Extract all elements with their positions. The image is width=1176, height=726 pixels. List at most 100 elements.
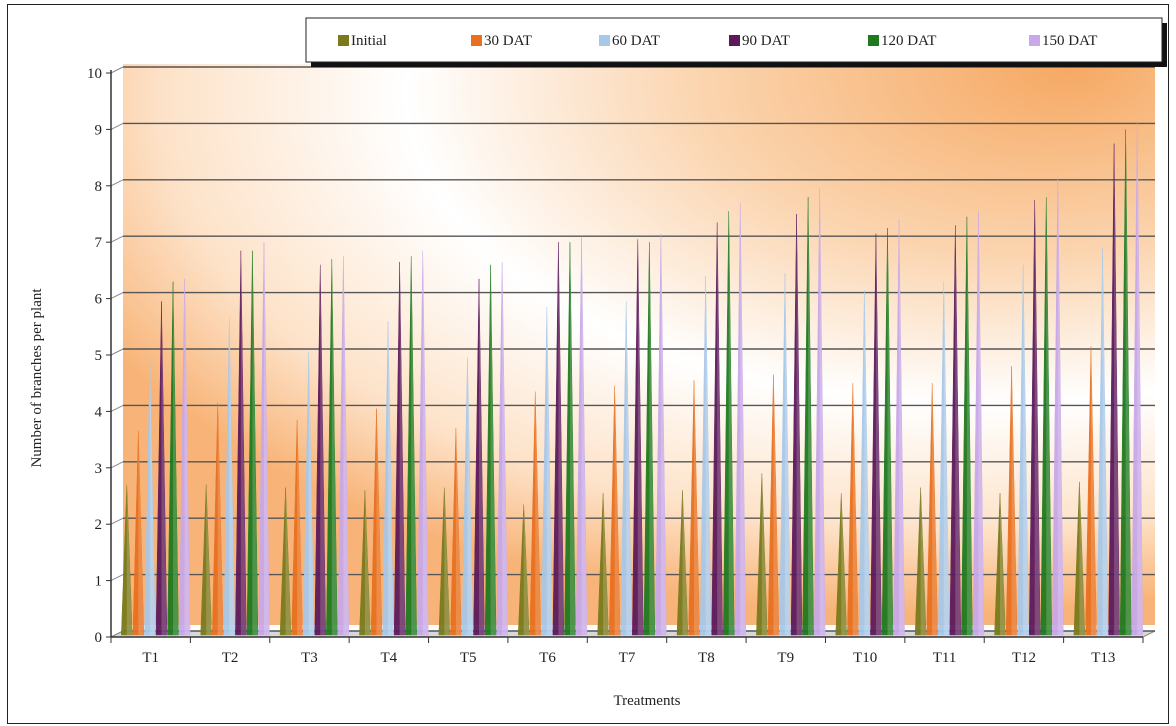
bar-highlight bbox=[1090, 346, 1097, 635]
bar-T10-60-dat bbox=[858, 290, 871, 636]
bar-T4-60-dat bbox=[382, 321, 394, 636]
bar-T10-150-dat bbox=[893, 219, 905, 636]
gridline-side bbox=[110, 292, 124, 300]
bar-highlight bbox=[717, 222, 723, 635]
bar-T9-90-dat bbox=[790, 213, 803, 636]
bar-highlight bbox=[943, 281, 950, 635]
bar-highlight bbox=[479, 278, 485, 635]
bar-T2-150-dat bbox=[258, 242, 270, 636]
bar-highlight bbox=[422, 250, 429, 635]
legend-label-2: 60 DAT bbox=[612, 33, 660, 49]
bar-highlight bbox=[399, 261, 406, 635]
legend-swatch-0 bbox=[338, 35, 349, 46]
bar-T8-30-dat bbox=[688, 380, 700, 636]
bar-highlight bbox=[444, 487, 450, 635]
bar-highlight bbox=[1034, 199, 1041, 635]
x-tick-label: T6 bbox=[539, 650, 556, 666]
bars-layer bbox=[121, 120, 1143, 636]
bar-T7-150-dat bbox=[655, 233, 667, 636]
gridline-side bbox=[110, 517, 124, 525]
bar-highlight bbox=[784, 273, 791, 635]
bar-highlight bbox=[932, 383, 938, 635]
bar-T6-120-dat bbox=[564, 242, 576, 636]
bar-T5-120-dat bbox=[484, 264, 497, 636]
gridline-side bbox=[110, 348, 124, 356]
bar-highlight bbox=[206, 484, 212, 635]
x-tick-label: T11 bbox=[933, 650, 957, 666]
bar-T3-30-dat bbox=[291, 419, 303, 636]
bar-highlight bbox=[1125, 129, 1132, 635]
bar-highlight bbox=[252, 250, 258, 635]
gridline-side bbox=[110, 574, 124, 582]
bar-T7-60-dat bbox=[620, 301, 632, 636]
bar-highlight bbox=[523, 504, 530, 635]
bar-highlight bbox=[126, 484, 133, 635]
bar-highlight bbox=[173, 281, 179, 635]
bar-highlight bbox=[899, 219, 905, 635]
bar-T13-30-dat bbox=[1085, 346, 1097, 636]
legend-swatch-5 bbox=[1029, 35, 1040, 46]
bar-T4-90-dat bbox=[393, 261, 406, 636]
bar-T7-120-dat bbox=[643, 242, 656, 636]
bar-T6-30-dat bbox=[529, 391, 542, 636]
bar-highlight bbox=[1000, 493, 1006, 635]
bar-T11-initial bbox=[914, 487, 927, 636]
y-tick-label: 2 bbox=[95, 517, 103, 533]
bar-highlight bbox=[852, 383, 859, 635]
bar-highlight bbox=[1102, 247, 1109, 635]
bar-highlight bbox=[411, 256, 417, 635]
bar-highlight bbox=[320, 264, 326, 635]
x-tick-label: T12 bbox=[1012, 650, 1036, 666]
bar-T1-initial bbox=[121, 484, 133, 636]
y-tick-label: 7 bbox=[95, 235, 103, 251]
bar-T6-150-dat bbox=[575, 236, 588, 636]
legend-label-5: 150 DAT bbox=[1042, 33, 1097, 49]
bar-T12-120-dat bbox=[1040, 197, 1053, 636]
bar-highlight bbox=[1046, 197, 1052, 635]
bar-highlight bbox=[297, 419, 303, 635]
bar-highlight bbox=[966, 216, 973, 635]
bar-highlight bbox=[569, 242, 576, 635]
bar-highlight bbox=[728, 211, 735, 635]
bar-T2-60-dat bbox=[223, 318, 236, 636]
bar-highlight bbox=[535, 391, 541, 635]
bar-T1-150-dat bbox=[178, 278, 191, 636]
bar-highlight bbox=[229, 318, 235, 635]
bar-T8-90-dat bbox=[711, 222, 723, 636]
bar-T8-initial bbox=[676, 490, 689, 636]
bar-T5-initial bbox=[438, 487, 451, 636]
y-tick-label: 1 bbox=[95, 574, 103, 590]
bar-highlight bbox=[308, 352, 315, 635]
bar-highlight bbox=[978, 211, 984, 635]
legend-swatch-2 bbox=[599, 35, 610, 46]
legend-label-4: 120 DAT bbox=[881, 33, 936, 49]
bar-highlight bbox=[581, 236, 588, 635]
bar-T6-60-dat bbox=[541, 307, 553, 636]
gridline-side bbox=[110, 404, 124, 412]
bar-T11-60-dat bbox=[938, 281, 950, 636]
bar-highlight bbox=[240, 250, 247, 635]
bar-T12-60-dat bbox=[1017, 264, 1029, 636]
bar-T10-120-dat bbox=[881, 228, 894, 636]
x-tick-label: T5 bbox=[460, 650, 477, 666]
bar-T10-90-dat bbox=[870, 233, 882, 636]
bar-T8-120-dat bbox=[722, 211, 735, 636]
bar-T10-30-dat bbox=[847, 383, 859, 636]
bar-highlight bbox=[490, 264, 497, 635]
bar-highlight bbox=[761, 473, 768, 635]
bar-T2-90-dat bbox=[235, 250, 247, 636]
bar-highlight bbox=[955, 225, 961, 635]
chart-frame: 0 1 2 3 4 5 6 7 8 9 10 T1 T2 T3 T4 T5 T6 T7 T8 T9 T10 T11 T12… bbox=[7, 4, 1169, 724]
bar-highlight bbox=[740, 202, 746, 635]
bar-highlight bbox=[864, 290, 870, 635]
bar-highlight bbox=[1011, 366, 1018, 635]
bar-highlight bbox=[603, 493, 609, 635]
bar-highlight bbox=[502, 261, 508, 635]
bar-T13-60-dat bbox=[1096, 247, 1109, 636]
bar-T7-30-dat bbox=[608, 386, 621, 636]
bar-highlight bbox=[138, 431, 144, 635]
bar-highlight bbox=[614, 386, 621, 635]
bar-T13-initial bbox=[1073, 481, 1086, 636]
x-tick-label: T7 bbox=[619, 650, 636, 666]
bar-T4-150-dat bbox=[417, 250, 429, 636]
